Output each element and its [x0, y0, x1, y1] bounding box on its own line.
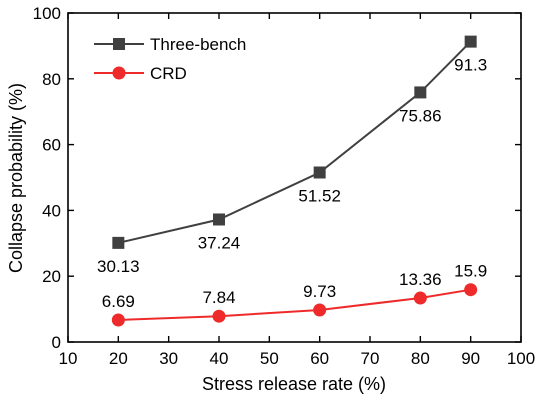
data-label: 7.84 [202, 288, 235, 307]
legend-marker [113, 38, 125, 50]
data-point-marker [313, 166, 326, 179]
data-label: 30.13 [97, 257, 140, 276]
y-tick-label: 100 [33, 4, 61, 23]
data-label: 37.24 [198, 233, 241, 252]
y-tick-label: 0 [52, 333, 61, 352]
y-tick-label: 20 [42, 267, 61, 286]
x-axis-title: Stress release rate (%) [202, 374, 386, 394]
data-label: 15.9 [454, 262, 487, 281]
data-label: 51.52 [298, 186, 341, 205]
data-label: 6.69 [102, 292, 135, 311]
x-tick-label: 20 [109, 349, 128, 368]
data-label: 13.36 [399, 270, 442, 289]
data-point-marker [112, 236, 125, 249]
x-tick-label: 40 [210, 349, 229, 368]
legend-label: Three-bench [150, 35, 246, 54]
legend-label: CRD [150, 64, 187, 83]
x-tick-label: 60 [310, 349, 329, 368]
data-point-marker [212, 309, 226, 323]
x-tick-label: 100 [507, 349, 535, 368]
plot-area: 10 20 30 40 50 60 70 80 90 100 0 20 40 60 80 100 30.13 37… [33, 4, 536, 368]
data-point-marker [111, 313, 125, 327]
data-point-marker [213, 213, 225, 226]
data-point-marker [313, 303, 327, 317]
data-point-marker [464, 35, 477, 48]
x-tick-label: 50 [260, 349, 279, 368]
x-tick-label: 70 [361, 349, 380, 368]
x-tick-label: 30 [159, 349, 178, 368]
data-point-marker [414, 86, 427, 99]
y-axis-title: Collapse probability (%) [6, 83, 26, 273]
data-point-marker [413, 291, 427, 305]
x-tick-label: 80 [411, 349, 430, 368]
data-label: 75.86 [399, 106, 442, 125]
plot-frame [67, 12, 522, 343]
y-tick-label: 80 [42, 70, 61, 89]
legend-marker [112, 66, 126, 80]
data-label: 9.73 [303, 282, 336, 301]
data-point-marker [464, 283, 478, 297]
x-tick-label: 10 [59, 349, 78, 368]
x-tick-label: 90 [461, 349, 480, 368]
y-tick-label: 60 [42, 136, 61, 155]
y-tick-label: 40 [42, 201, 61, 220]
data-label: 91.3 [454, 56, 487, 75]
